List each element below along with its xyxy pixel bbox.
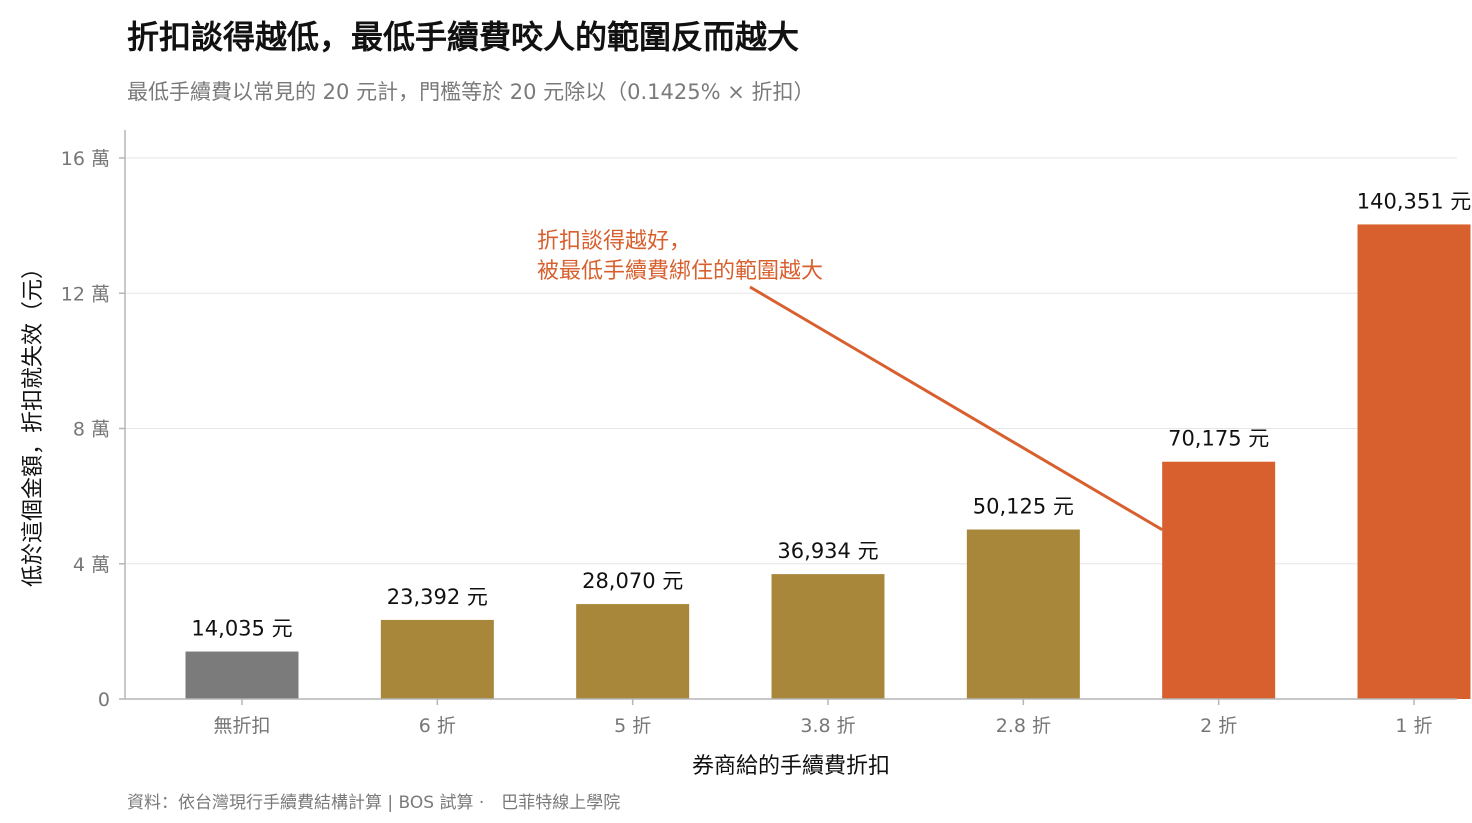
bar <box>771 574 885 699</box>
chart-subtitle: 最低手續費以常見的 20 元計，門檻等於 20 元除以（0.1425% × 折扣… <box>127 80 815 104</box>
annotation: 折扣談得越好， 被最低手續費綁住的範圍越大 <box>537 229 1163 532</box>
bar <box>1357 224 1471 700</box>
bar-value-label: 36,934 元 <box>777 539 878 563</box>
data-labels: 14,035 元 23,392 元 28,070 元 36,934 元 50,125 元… <box>191 189 1471 640</box>
y-tick-label: 16 萬 <box>61 148 110 170</box>
x-tick-label: 5 折 <box>614 715 651 737</box>
bar <box>380 619 494 699</box>
bar <box>966 529 1080 699</box>
x-tick-label: 2.8 折 <box>996 715 1051 737</box>
bar <box>185 651 299 699</box>
x-tick-label: 無折扣 <box>213 715 270 737</box>
bar <box>576 604 690 699</box>
x-tick-label: 1 折 <box>1395 715 1432 737</box>
bar-value-label: 140,351 元 <box>1357 189 1472 213</box>
y-tick-label: 8 萬 <box>73 419 110 441</box>
bar-value-label: 23,392 元 <box>387 585 488 609</box>
y-tick-label: 0 <box>98 689 110 711</box>
y-tick-label: 4 萬 <box>73 554 110 576</box>
x-tick-label: 3.8 折 <box>800 715 855 737</box>
bars <box>185 224 1471 700</box>
y-tick-label: 12 萬 <box>61 283 110 305</box>
y-axis-title: 低於這個金額，折扣就失效（元） <box>21 257 46 587</box>
x-tick-label: 2 折 <box>1200 715 1237 737</box>
x-tick-label: 6 折 <box>419 715 456 737</box>
bar <box>1162 461 1276 699</box>
chart-title: 折扣談得越低，最低手續費咬人的範圍反而越大 <box>127 18 800 56</box>
annotation-line-1: 折扣談得越好， <box>537 229 691 254</box>
bar-value-label: 50,125 元 <box>973 495 1074 519</box>
source-note: 資料：依台灣現行手續費結構計算 | BOS 試算 · 巴菲特線上學院 <box>127 793 621 813</box>
bar-value-label: 14,035 元 <box>191 617 292 641</box>
annotation-leader-line <box>749 285 1163 532</box>
bar-value-label: 28,070 元 <box>582 569 683 593</box>
bar-value-label: 70,175 元 <box>1168 427 1269 451</box>
annotation-line-2: 被最低手續費綁住的範圍越大 <box>537 259 823 284</box>
x-axis-title: 券商給的手續費折扣 <box>692 754 890 779</box>
